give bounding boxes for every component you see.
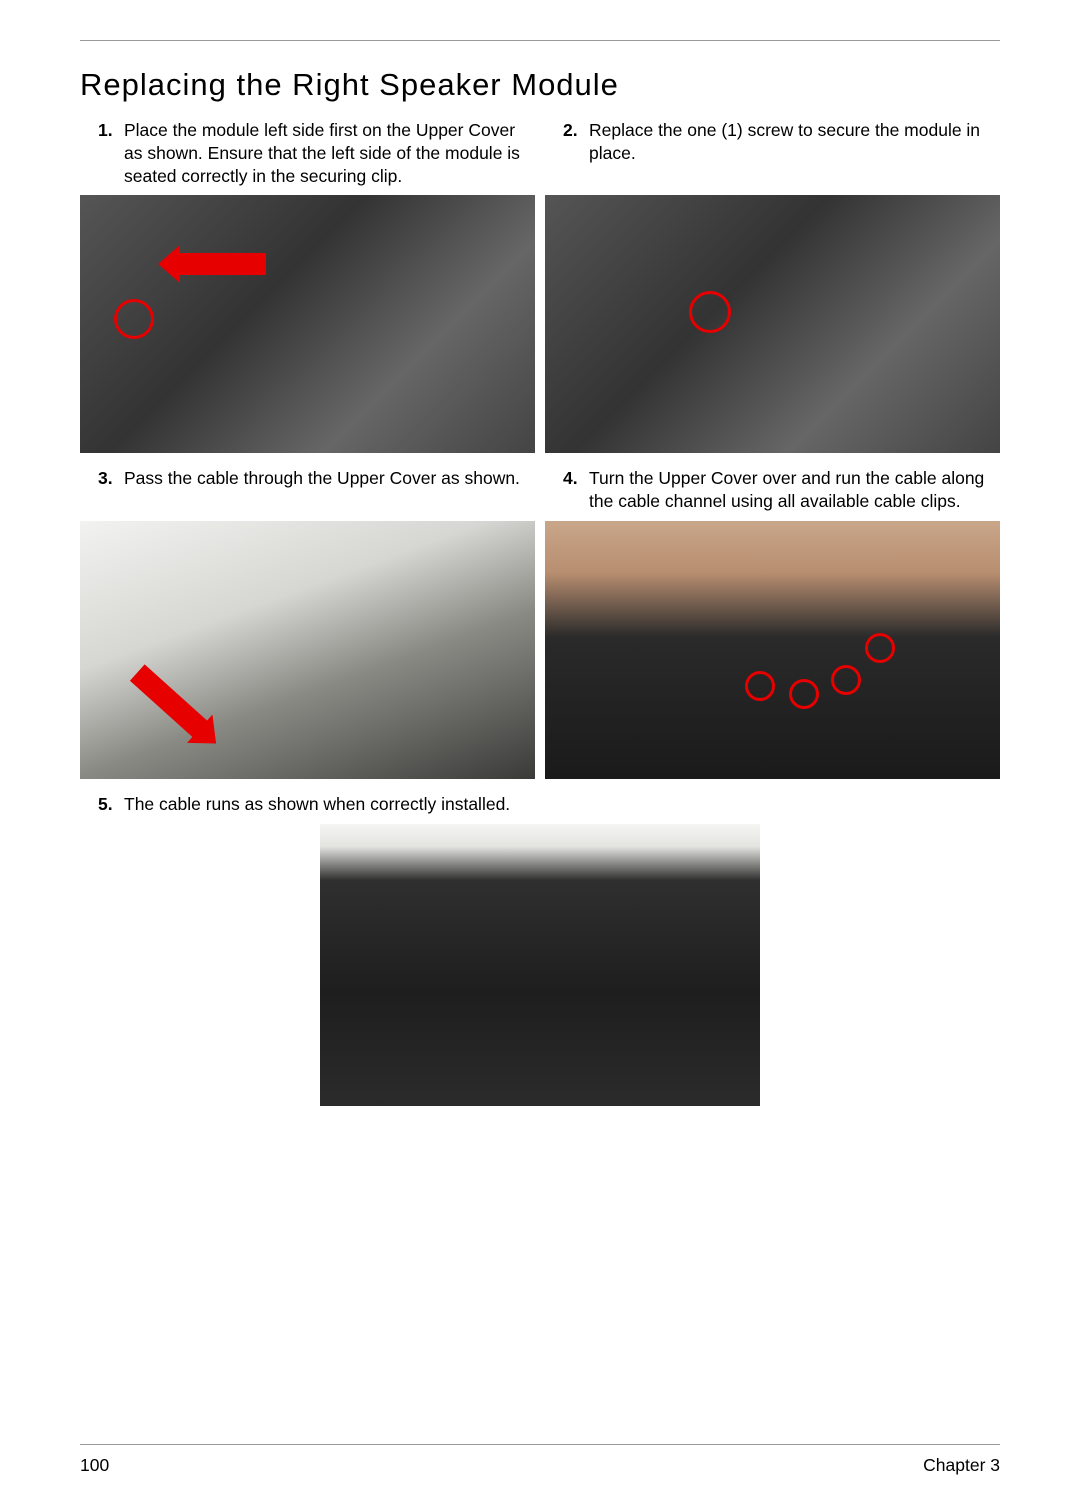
step-text: Turn the Upper Cover over and run the ca…	[589, 467, 1000, 513]
step-number: 3.	[98, 467, 124, 513]
step-3-image	[80, 521, 535, 779]
step-number: 5.	[98, 793, 124, 816]
steps-row-1-2: 1. Place the module left side first on t…	[80, 119, 1000, 187]
step-number: 1.	[98, 119, 124, 187]
arrow-annotation	[130, 664, 210, 739]
step-2-image	[545, 195, 1000, 453]
circle-annotation	[831, 665, 861, 695]
images-row-3-4	[80, 521, 1000, 779]
steps-row-3-4: 3. Pass the cable through the Upper Cove…	[80, 467, 1000, 513]
manual-page: Replacing the Right Speaker Module 1. Pl…	[0, 0, 1080, 1512]
bottom-rule	[80, 1444, 1000, 1445]
step-4-image	[545, 521, 1000, 779]
circle-annotation	[789, 679, 819, 709]
step-text: The cable runs as shown when correctly i…	[124, 793, 549, 816]
step-number: 2.	[563, 119, 589, 187]
arrow-annotation	[176, 253, 266, 275]
step-5-spacer	[549, 793, 1000, 816]
section-title: Replacing the Right Speaker Module	[80, 67, 1000, 103]
step-3: 3. Pass the cable through the Upper Cove…	[80, 467, 535, 513]
step-5-image	[320, 824, 760, 1106]
step-1-image	[80, 195, 535, 453]
steps-row-5: 5. The cable runs as shown when correctl…	[80, 793, 1000, 816]
step-text: Replace the one (1) screw to secure the …	[589, 119, 1000, 187]
step-text: Place the module left side first on the …	[124, 119, 535, 187]
step-2: 2. Replace the one (1) screw to secure t…	[545, 119, 1000, 187]
footer-row: 100 Chapter 3	[80, 1455, 1000, 1476]
page-number: 100	[80, 1455, 109, 1476]
circle-annotation	[865, 633, 895, 663]
circle-annotation	[689, 291, 731, 333]
step-1: 1. Place the module left side first on t…	[80, 119, 535, 187]
circle-annotation	[114, 299, 154, 339]
chapter-label: Chapter 3	[923, 1455, 1000, 1476]
circle-annotation	[745, 671, 775, 701]
step-4: 4. Turn the Upper Cover over and run the…	[545, 467, 1000, 513]
step-text: Pass the cable through the Upper Cover a…	[124, 467, 535, 513]
images-row-1-2	[80, 195, 1000, 453]
step-5: 5. The cable runs as shown when correctl…	[80, 793, 549, 816]
top-rule	[80, 40, 1000, 41]
step-number: 4.	[563, 467, 589, 513]
page-footer: 100 Chapter 3	[80, 1444, 1000, 1476]
